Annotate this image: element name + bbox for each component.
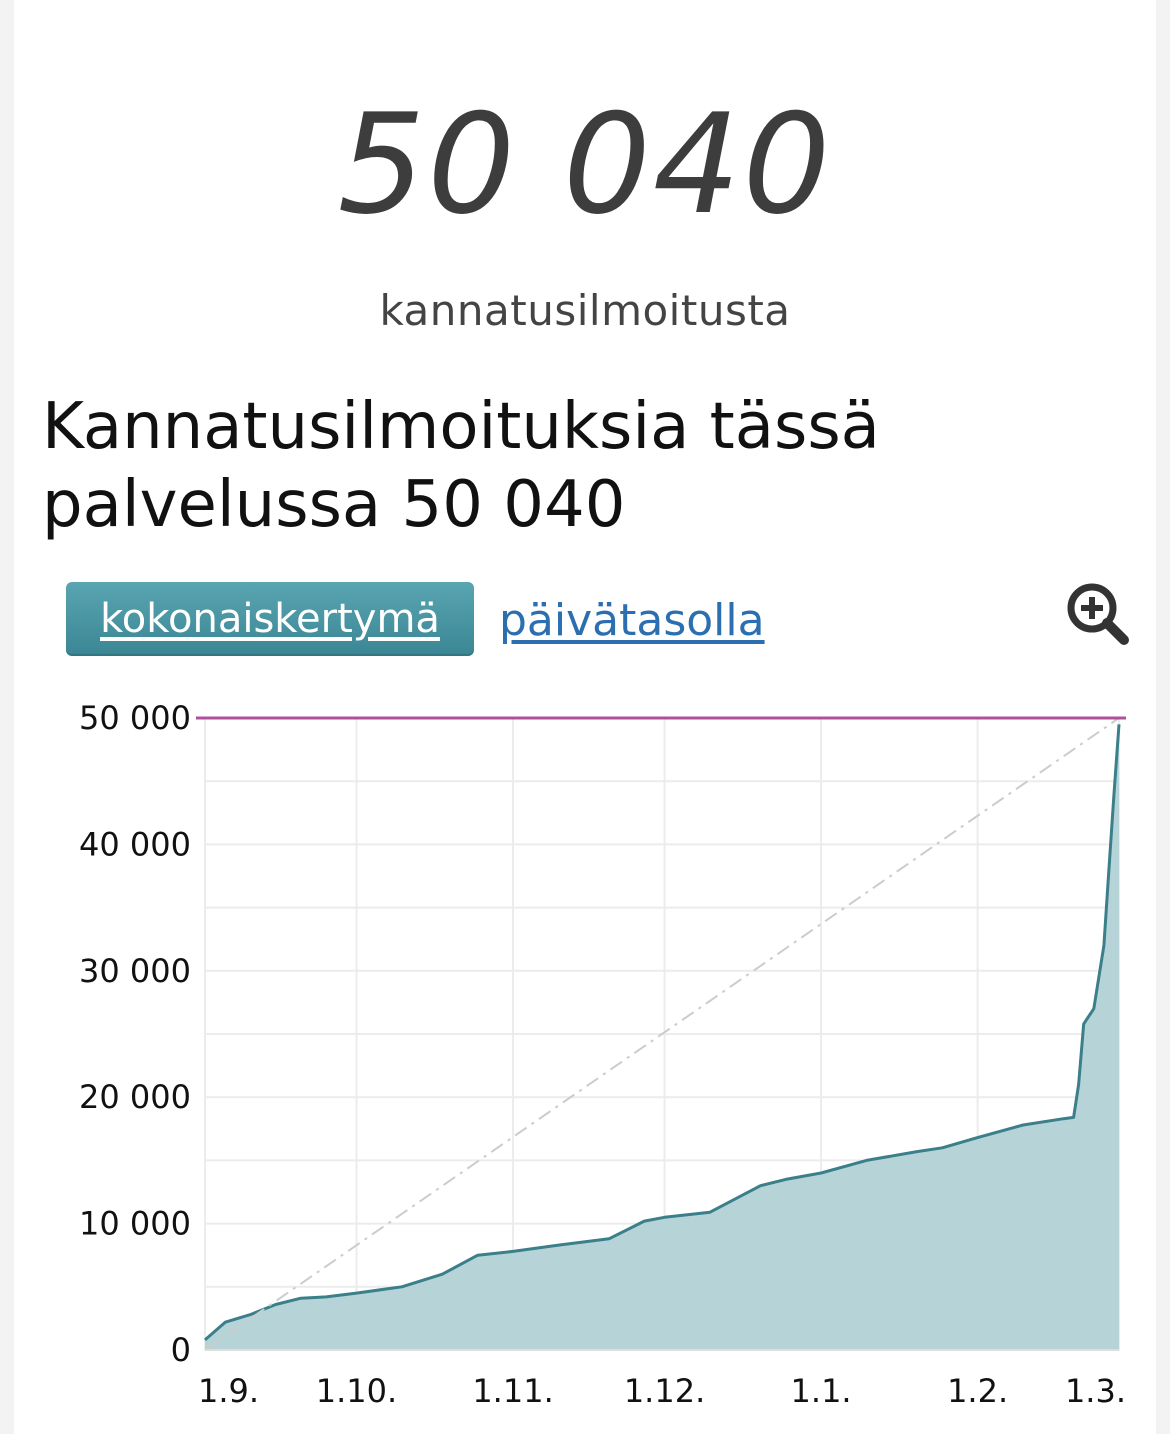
x-tick-label: 1.12. bbox=[624, 1372, 705, 1410]
y-tick-label: 20 000 bbox=[79, 1078, 191, 1116]
series-line bbox=[204, 724, 1121, 1342]
count-label: kannatusilmoitusta bbox=[379, 286, 791, 335]
x-tick-label: 1.3. bbox=[1065, 1372, 1126, 1410]
section-title: Kannatusilmoituksia tässä palvelussa 50 … bbox=[42, 390, 880, 542]
y-tick-label: 40 000 bbox=[79, 825, 191, 863]
y-tick-label: 0 bbox=[171, 1331, 191, 1369]
x-tick-label: 1.10. bbox=[316, 1372, 397, 1410]
y-tick-label: 50 000 bbox=[79, 699, 191, 737]
trend-reference-line bbox=[204, 717, 1120, 1351]
y-tick-label: 10 000 bbox=[79, 1205, 191, 1243]
x-tick-label: 1.11. bbox=[472, 1372, 553, 1410]
cumulative-chart: 0 10 000 20 000 30 000 40 000 50 000 1.9. 1.10.… bbox=[79, 699, 1126, 1410]
y-tick-label: 30 000 bbox=[79, 952, 191, 990]
zoom-in-icon bbox=[1067, 583, 1129, 645]
series-area bbox=[205, 724, 1119, 1350]
total-count: 50 040 bbox=[337, 84, 833, 245]
tab-cumulative[interactable]: kokonaiskertymä bbox=[66, 582, 474, 656]
x-tick-label: 1.2. bbox=[947, 1372, 1008, 1410]
x-tick-label: 1.1. bbox=[791, 1372, 852, 1410]
zoom-button[interactable] bbox=[1064, 580, 1130, 646]
tab-daily[interactable]: päivätasolla bbox=[499, 594, 765, 646]
x-tick-label: 1.9. bbox=[198, 1372, 259, 1410]
